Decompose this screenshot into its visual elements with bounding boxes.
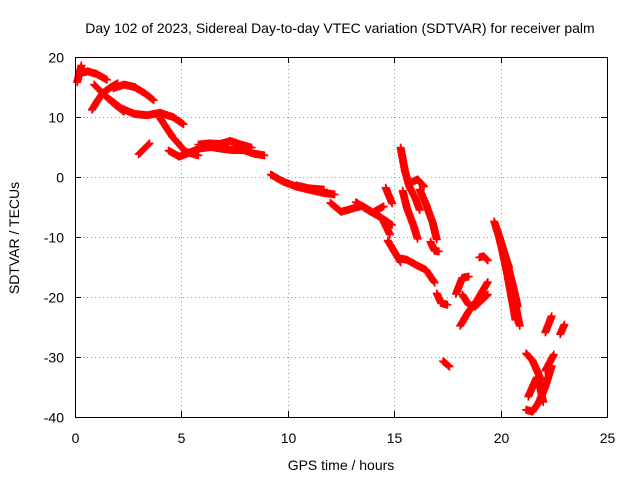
data-point-markers: [75, 67, 111, 84]
series-arc-32: [492, 224, 514, 272]
series-arc-39: [541, 312, 556, 337]
x-tick-label: 25: [600, 430, 616, 446]
data-point-markers: [439, 357, 454, 371]
series-arc-26: [451, 272, 473, 298]
series-arc-06: [105, 95, 188, 129]
data-point-markers: [194, 137, 256, 152]
data-point-markers: [522, 362, 556, 416]
series-arc-02: [75, 67, 111, 84]
series-arc-28: [458, 290, 492, 311]
series-arc-21: [415, 185, 441, 244]
y-tick-labels: -40 -30 -20 -10 0 10 20: [44, 50, 64, 426]
y-tick-label: -10: [44, 230, 64, 246]
data-point-markers: [458, 290, 492, 311]
series-arc-15: [379, 217, 394, 239]
series-arc-25: [439, 357, 454, 371]
data-point-markers: [381, 183, 397, 208]
x-tick-label: 0: [72, 430, 80, 446]
series-arc-29: [475, 252, 492, 265]
data-point-markers: [475, 252, 492, 265]
y-tick-label: 10: [48, 110, 64, 126]
series-arc-19: [398, 186, 422, 243]
data-point-markers: [396, 254, 439, 287]
data-point-markers: [432, 289, 452, 309]
series-arc-17: [381, 183, 397, 208]
data-series: [73, 61, 569, 416]
series-arc-22: [426, 237, 443, 256]
y-axis-label: SDTVAR / TECUs: [6, 182, 22, 294]
data-point-markers: [507, 285, 524, 330]
series-arc-37: [522, 362, 556, 416]
x-tick-label: 10: [281, 430, 297, 446]
data-point-markers: [398, 186, 422, 243]
series-arc-05: [109, 80, 158, 105]
data-point-markers: [541, 350, 558, 375]
data-point-markers: [426, 237, 443, 256]
series-arc-10: [194, 137, 256, 152]
data-point-markers: [292, 181, 328, 194]
series-arc-33: [507, 285, 524, 330]
x-tick-label: 20: [494, 430, 510, 446]
axis-ticks: [75, 57, 608, 418]
data-point-markers: [556, 320, 569, 339]
series-arc-38: [541, 350, 558, 375]
series-arc-40: [556, 320, 569, 339]
data-point-markers: [109, 80, 158, 105]
data-point-markers: [379, 217, 394, 239]
y-tick-label: 20: [48, 50, 64, 66]
data-point-markers: [415, 185, 441, 244]
y-tick-label: -30: [44, 350, 64, 366]
x-tick-label: 5: [178, 430, 186, 446]
series-arc-12: [292, 181, 328, 194]
series-arc-24: [432, 289, 452, 309]
data-point-markers: [492, 224, 514, 272]
x-tick-label: 15: [387, 430, 403, 446]
series-arc-23: [396, 254, 439, 287]
x-tick-labels: 0 5 10 15 20 25: [72, 430, 616, 446]
data-point-markers: [541, 312, 556, 337]
y-tick-label: 0: [56, 170, 64, 186]
data-point-markers: [396, 143, 424, 214]
x-axis-label: GPS time / hours: [288, 457, 395, 473]
data-point-markers: [407, 175, 428, 191]
series-arc-20: [407, 175, 428, 191]
chart-title: Day 102 of 2023, Sidereal Day-to-day VTE…: [85, 20, 594, 36]
data-point-markers: [134, 139, 154, 159]
series-arc-07: [134, 139, 154, 159]
data-point-markers: [451, 272, 473, 298]
y-tick-label: -20: [44, 290, 64, 306]
data-point-markers: [105, 95, 188, 129]
y-tick-label: -40: [44, 410, 64, 426]
series-arc-18: [396, 143, 424, 214]
